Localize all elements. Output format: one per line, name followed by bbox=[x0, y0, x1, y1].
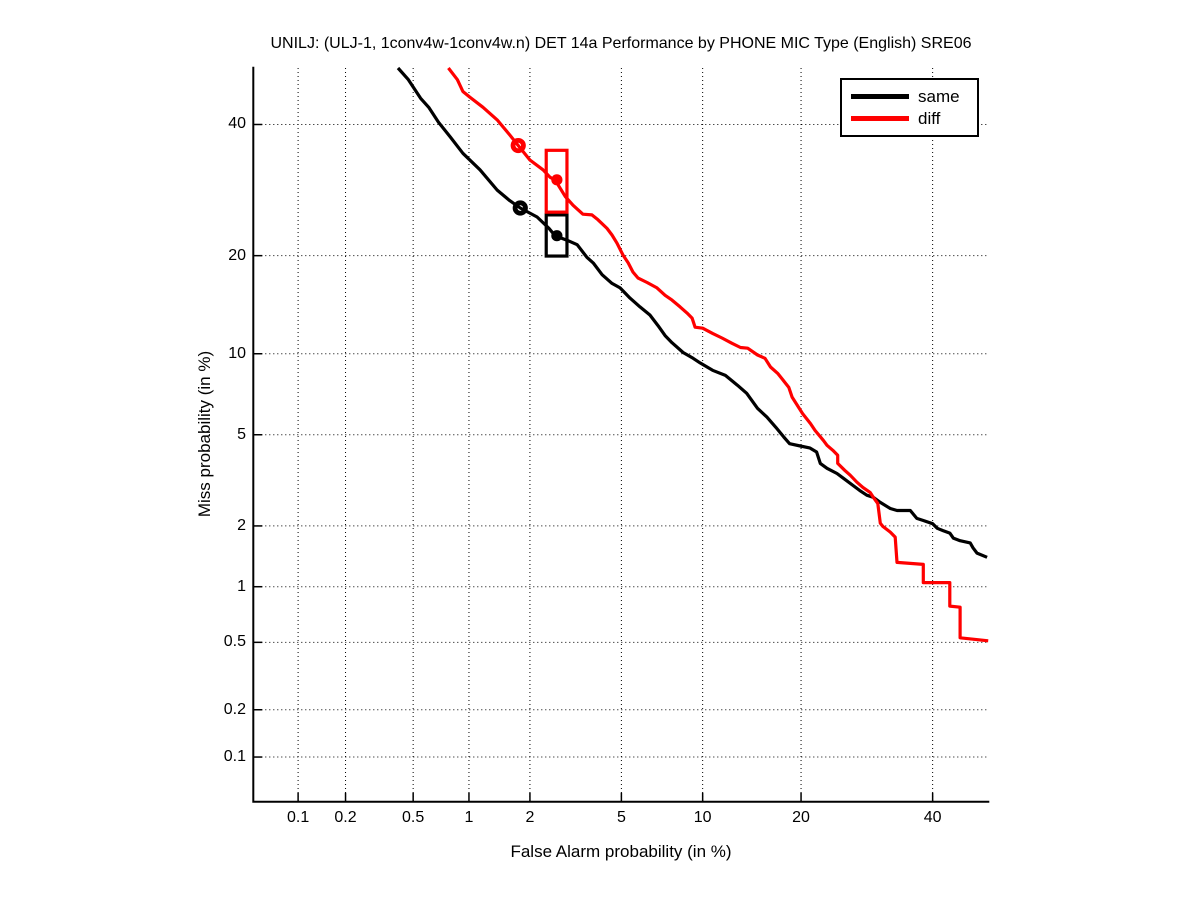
opt-point-circle-same bbox=[512, 200, 528, 216]
act-box-diff bbox=[544, 148, 569, 214]
legend-entry-same: same bbox=[851, 88, 968, 105]
act-point-dot-diff bbox=[551, 174, 563, 186]
legend-label-same: same bbox=[918, 86, 960, 106]
legend-entry-diff: diff bbox=[851, 110, 968, 127]
x-tick-label: 0.5 bbox=[402, 808, 425, 826]
act-point-dot-same bbox=[551, 230, 563, 242]
y-tick-label: 10 bbox=[228, 344, 246, 362]
y-tick-label: 0.5 bbox=[223, 633, 246, 651]
y-tick-label: 5 bbox=[237, 425, 246, 443]
axis-lines bbox=[252, 66, 990, 803]
det-curve-same bbox=[396, 66, 988, 559]
x-tick-label: 0.2 bbox=[334, 808, 357, 826]
act-box-same bbox=[544, 213, 569, 258]
legend-label-diff: diff bbox=[918, 109, 941, 129]
x-tick-label: 2 bbox=[525, 808, 535, 826]
x-tick-label: 10 bbox=[693, 808, 712, 826]
y-tick-label: 40 bbox=[228, 115, 246, 133]
y-tick-label: 20 bbox=[228, 246, 246, 264]
chart-title: UNILJ: (ULJ-1, 1conv4w-1conv4w.n) DET 14… bbox=[270, 35, 972, 52]
opt-point-circle-diff bbox=[510, 137, 526, 154]
det-curve-diff bbox=[447, 67, 989, 643]
y-tick-label: 0.1 bbox=[223, 748, 246, 766]
legend-line-same bbox=[851, 93, 909, 99]
x-tick-label: 5 bbox=[616, 808, 626, 826]
legend: same diff bbox=[840, 78, 979, 137]
x-tick-label: 40 bbox=[923, 808, 942, 826]
x-tick-label: 1 bbox=[464, 808, 474, 826]
x-tick-label: 0.1 bbox=[286, 808, 310, 826]
x-tick-label: 20 bbox=[792, 808, 810, 826]
y-tick-label: 1 bbox=[237, 577, 246, 595]
y-tick-label: 2 bbox=[237, 516, 246, 534]
legend-line-diff bbox=[851, 116, 909, 122]
y-tick-label: 0.2 bbox=[223, 700, 246, 718]
x-axis-label: False Alarm probability (in %) bbox=[510, 842, 732, 861]
